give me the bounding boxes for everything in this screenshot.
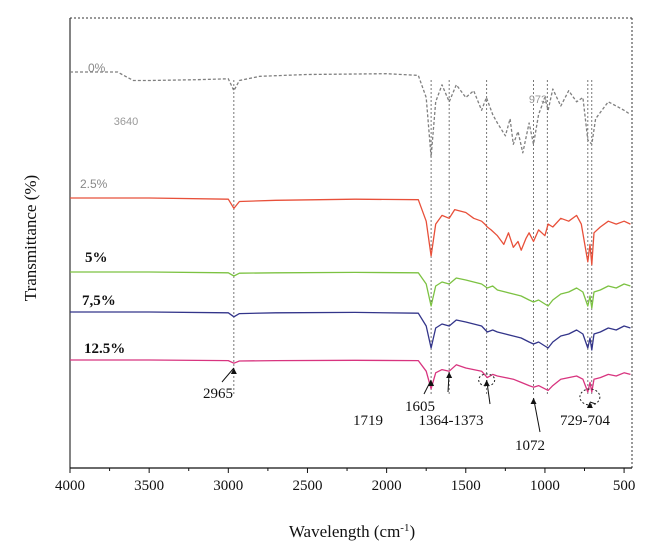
series-layer <box>70 71 631 393</box>
circle-729-704 <box>579 388 601 406</box>
annotation-arrowhead-3 <box>446 372 453 378</box>
x-axis: 4000 3500 3000 2500 2000 1500 1000 500 <box>55 468 635 494</box>
series-line-5 <box>70 359 631 393</box>
annotation-arrowhead-1 <box>230 368 237 374</box>
plot-frame <box>69 17 633 469</box>
annotation-label-2: 1719 <box>353 413 383 429</box>
annotation-label-4: 1364-1373 <box>419 413 484 429</box>
circle-1364-1373 <box>478 373 496 387</box>
annotation-label-1: 2965 <box>203 386 233 402</box>
x-axis-title: Wavelength (cm-1) <box>289 522 415 541</box>
annotation-label-3: 1605 <box>405 399 435 415</box>
x-tick-label-3500: 3500 <box>134 478 164 494</box>
series-label-3: 5% <box>85 250 108 266</box>
annotation-arrowhead-4 <box>483 380 490 386</box>
annotation-arrow-2 <box>423 379 432 395</box>
x-tick-label-1000: 1000 <box>530 478 560 494</box>
series-line-1 <box>70 71 631 158</box>
guide-lines <box>233 80 593 395</box>
annotation-label-6: 729-704 <box>560 413 610 429</box>
series-label-4: 7,5% <box>82 293 116 309</box>
x-tick-label-4000: 4000 <box>55 478 85 494</box>
annotation-arrow-1 <box>221 367 235 383</box>
series-labels: 0% 2.5% 5% 7,5% 12.5% <box>80 61 125 357</box>
series-label-1: 0% <box>88 61 106 75</box>
y-axis-title: Transmittance (%) <box>21 175 40 301</box>
series-line-3 <box>70 271 631 309</box>
annotation-arrowhead-6 <box>586 402 593 408</box>
x-tick-label-500: 500 <box>613 478 636 494</box>
faint-annotation-1: 3640 <box>114 116 138 128</box>
x-tick-label-2000: 2000 <box>372 478 402 494</box>
x-tick-label-3000: 3000 <box>213 478 243 494</box>
annotation-label-5: 1072 <box>515 438 545 454</box>
x-tick-label-2500: 2500 <box>292 478 322 494</box>
series-line-2 <box>70 197 631 266</box>
series-line-4 <box>70 311 631 351</box>
series-label-5: 12.5% <box>84 341 125 357</box>
x-tick-label-1500: 1500 <box>451 478 481 494</box>
annotation-arrowhead-5 <box>530 398 537 404</box>
faint-annotation-2: 973 <box>529 94 547 106</box>
series-label-2: 2.5% <box>80 177 108 191</box>
annotation-arrowhead-2 <box>428 380 435 386</box>
